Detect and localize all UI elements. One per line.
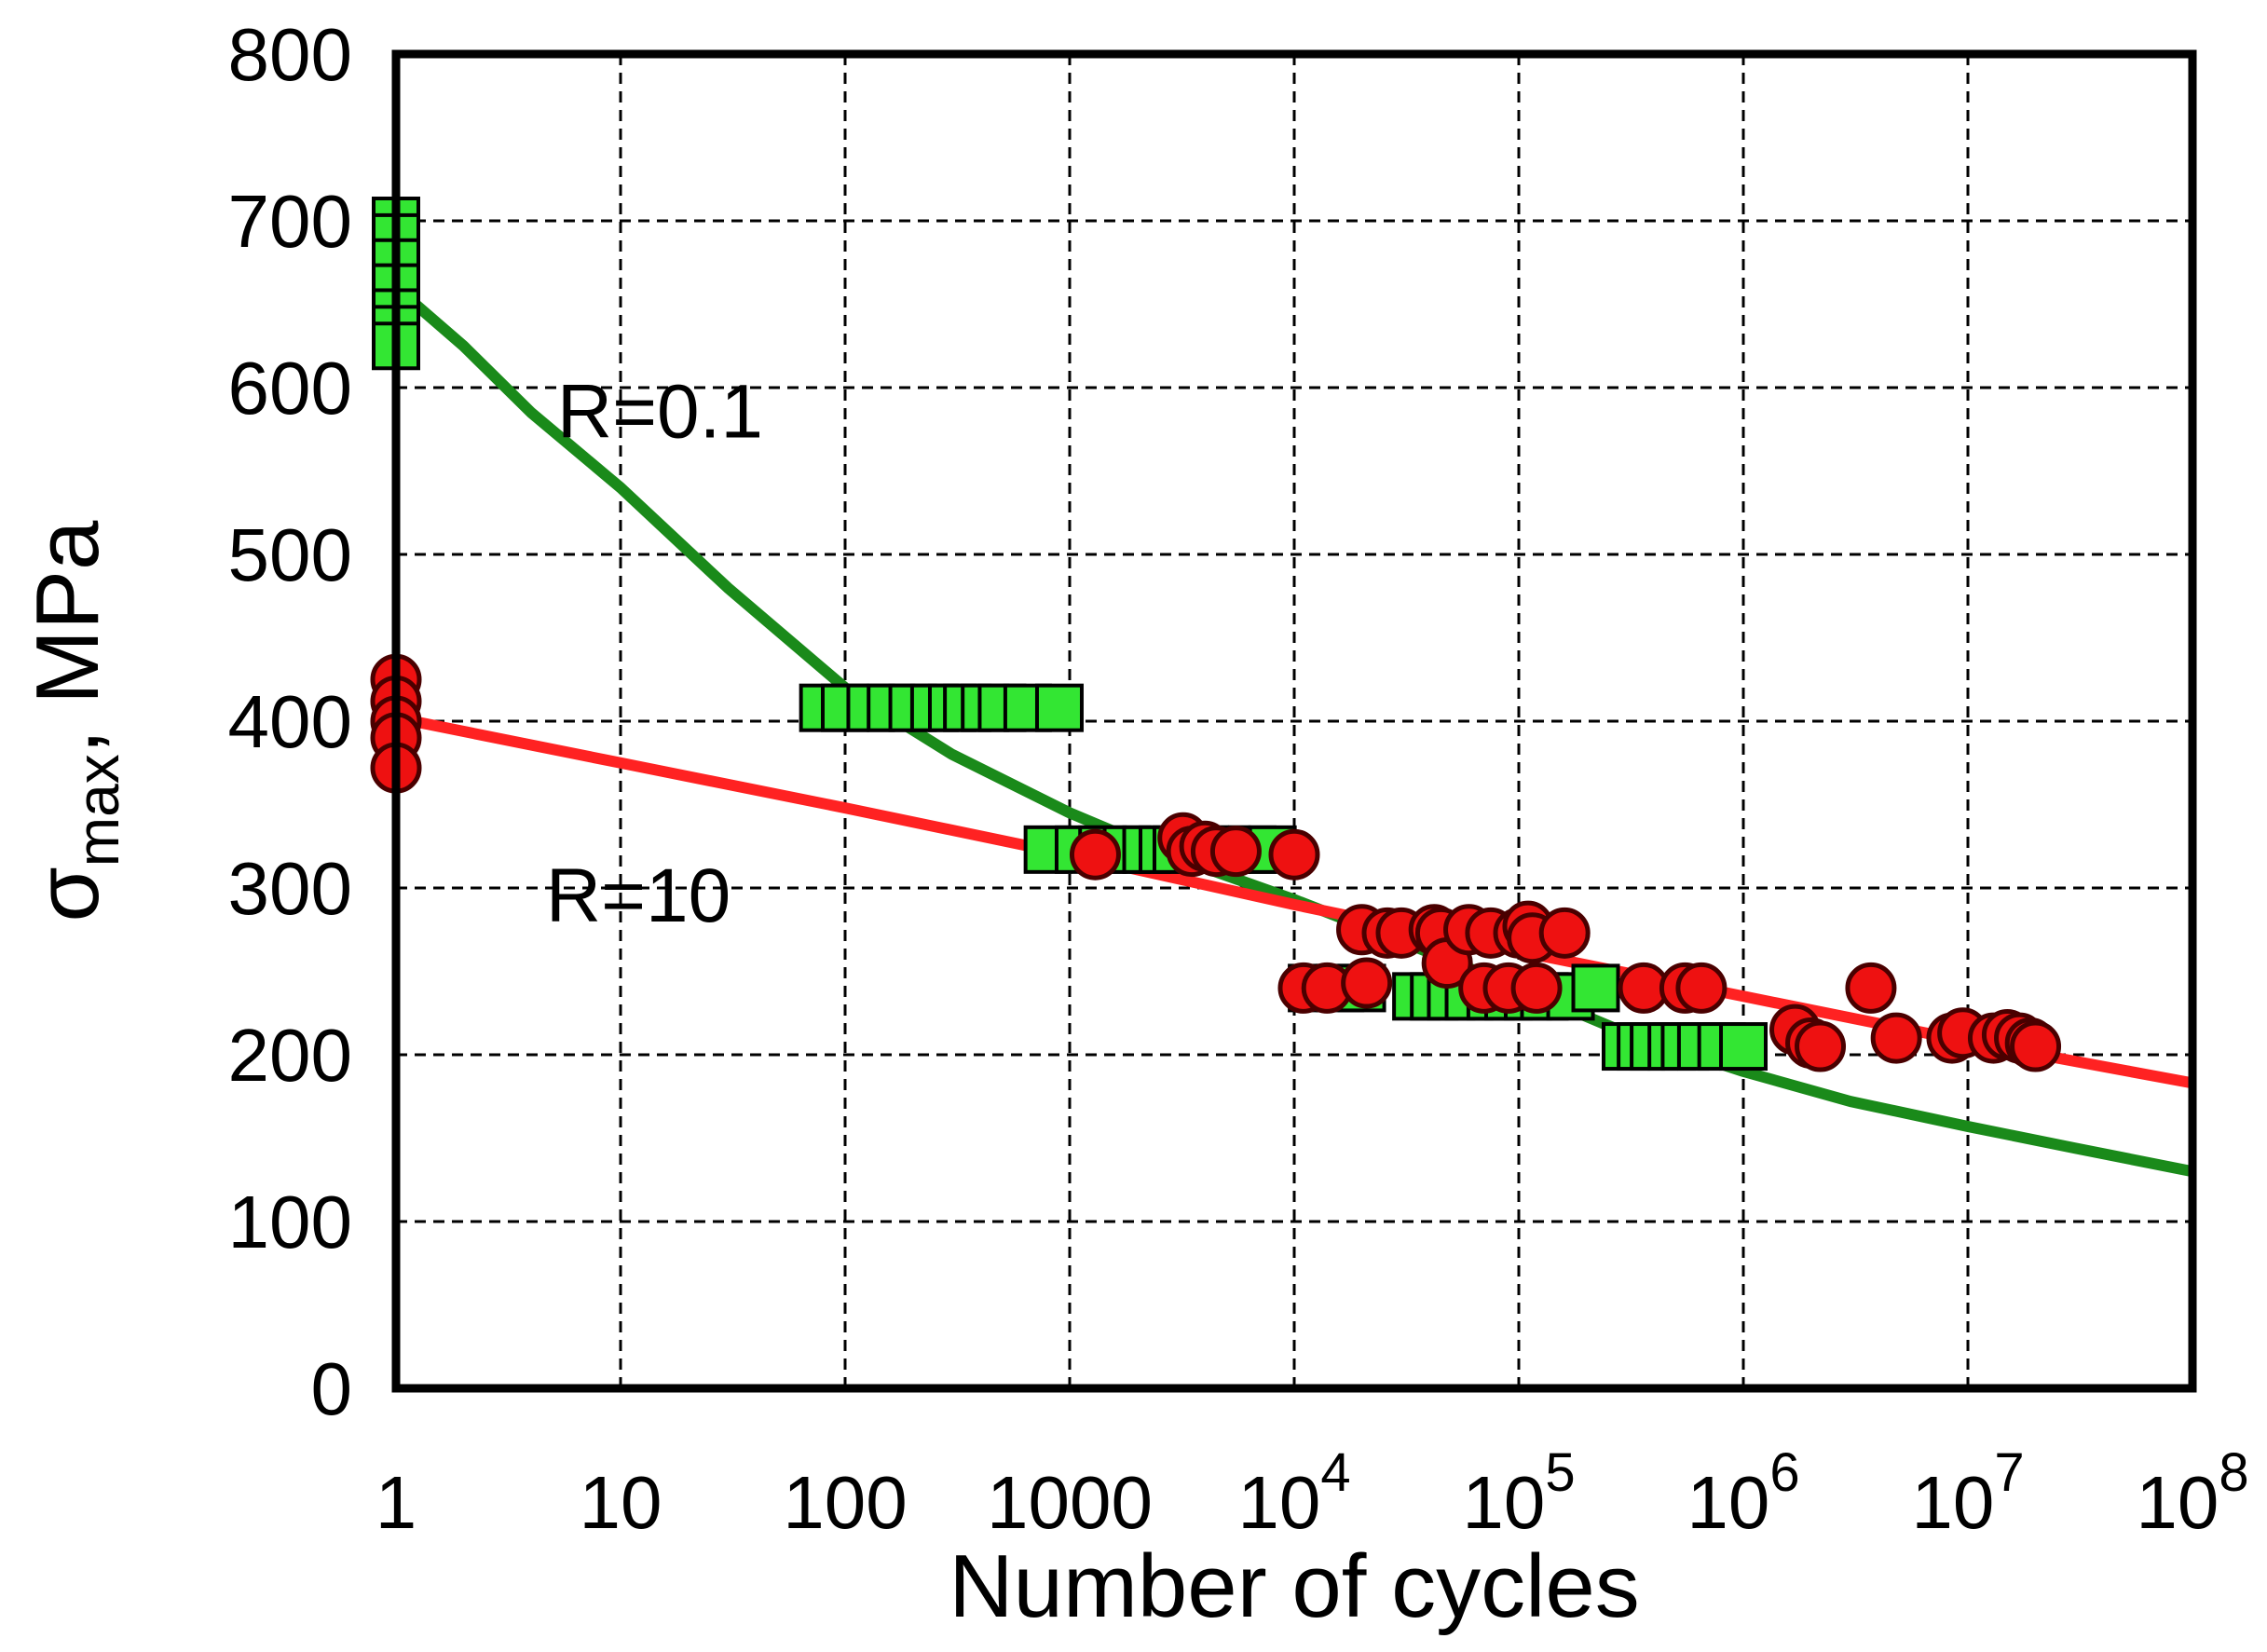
data-point-circle [1268,828,1320,881]
y-tick-label: 400 [228,680,352,763]
y-tick-label: 500 [228,513,352,596]
data-point-square [1571,963,1620,1013]
y-axis-title: σmax, MPa [18,520,131,922]
x-tick-label: 10 [580,1461,662,1544]
data-point-square [1719,1022,1768,1072]
data-point-circle [1795,1020,1847,1072]
x-tick-label: 107 [1911,1442,2024,1544]
data-point-circle [1069,828,1121,881]
y-tick-label: 200 [228,1014,352,1097]
y-tick-label: 800 [228,13,352,96]
y-tick-label: 700 [228,180,352,263]
series-annotation: R=10 [546,853,731,938]
series-annotation: R=0.1 [557,370,763,455]
data-point-circle [1870,1012,1922,1064]
data-point-square [1034,683,1084,732]
data-point-circle [1538,907,1591,959]
y-tick-label: 100 [228,1181,352,1263]
x-tick-label: 104 [1237,1442,1350,1544]
data-point-circle [1675,962,1728,1014]
x-tick-label: 1 [376,1461,417,1544]
y-tick-labels: 0 100 200 300 400 500 600 700 800 [228,13,352,1430]
grid [396,54,2192,1388]
y-axis-title-symbol: σ [18,867,117,922]
x-tick-label: 108 [2136,1442,2248,1544]
fit-line-r01 [392,283,2194,1178]
x-tick-label: 1000 [987,1461,1153,1544]
data-point-circle [1209,826,1262,878]
data-points [370,197,2062,1072]
data-point-circle [2010,1020,2062,1072]
plot-frame [391,49,2197,1393]
y-axis-title-subscript: max [64,754,131,867]
y-tick-label: 0 [311,1347,353,1430]
annotations: R=0.1 R=10 [546,370,763,938]
y-tick-label: 600 [228,347,352,430]
x-tick-label: 105 [1462,1442,1575,1544]
x-axis-title: Number of cycles [949,1536,1640,1636]
data-point-circle [1510,962,1563,1014]
data-point-circle [1845,962,1897,1014]
data-point-circle [1341,957,1393,1009]
x-tick-label: 106 [1687,1442,1799,1544]
x-tick-labels: 1 10 100 1000 104 105 106 107 108 [376,1442,2249,1544]
y-axis-title-unit: , MPa [18,520,117,754]
y-tick-label: 300 [228,847,352,930]
x-tick-label: 100 [783,1461,907,1544]
